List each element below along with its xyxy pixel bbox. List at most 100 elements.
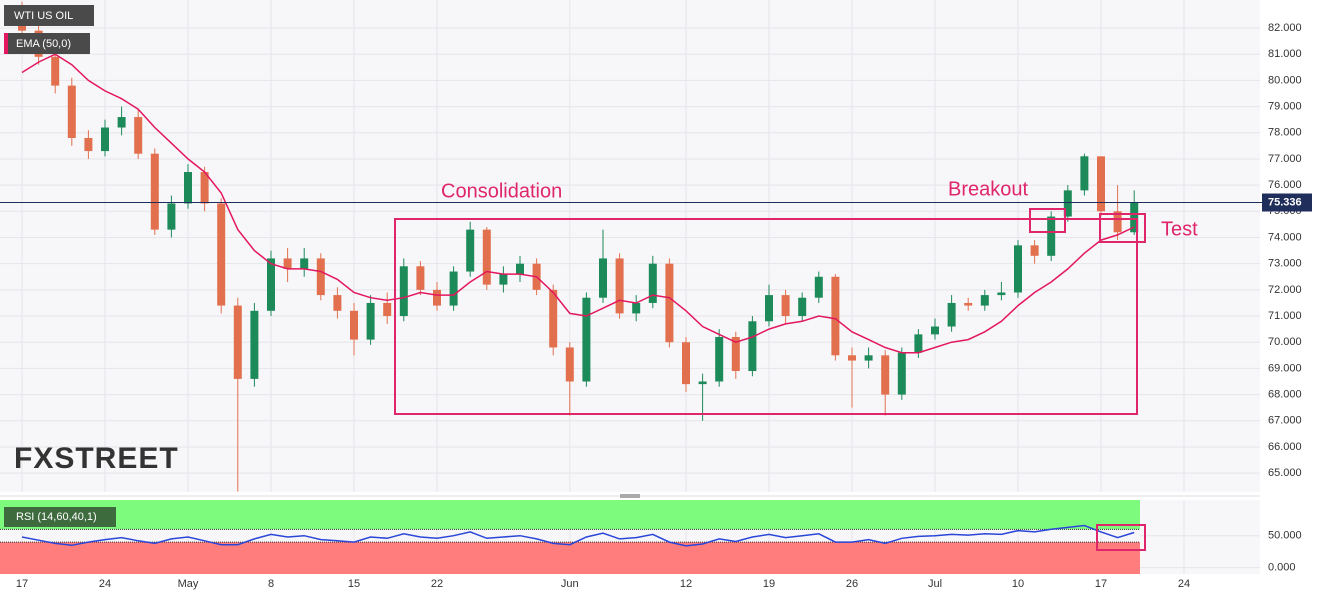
y-tick-label: 65.000 bbox=[1268, 467, 1302, 479]
candle-body bbox=[599, 258, 607, 298]
candle-body bbox=[416, 266, 425, 290]
y-tick-label: 68.000 bbox=[1268, 389, 1302, 401]
candle-body bbox=[466, 229, 475, 272]
candle-body bbox=[433, 289, 441, 306]
price-panel bbox=[0, 0, 1260, 492]
candle-body bbox=[864, 355, 873, 361]
y-tick-label: 50.000 bbox=[1268, 530, 1302, 542]
candle-body bbox=[781, 295, 790, 317]
x-tick-label: 12 bbox=[680, 578, 692, 590]
candle-body bbox=[267, 258, 275, 311]
candle-body bbox=[51, 56, 60, 86]
candle-body bbox=[482, 229, 491, 285]
x-tick-label: 26 bbox=[846, 578, 858, 590]
y-tick-label: 66.000 bbox=[1268, 441, 1302, 453]
candle-body bbox=[316, 258, 325, 296]
y-tick-label: 73.000 bbox=[1268, 258, 1302, 270]
candle-body bbox=[1030, 245, 1039, 256]
x-tick-label: 17 bbox=[16, 578, 28, 590]
candle-body bbox=[1063, 190, 1072, 217]
candle-body bbox=[200, 172, 209, 204]
candle-body bbox=[499, 274, 508, 285]
y-tick-label: 67.000 bbox=[1268, 415, 1302, 427]
candle-body bbox=[134, 117, 143, 154]
candle-body bbox=[698, 381, 707, 385]
x-tick-label: Jul bbox=[928, 578, 942, 590]
y-tick-label: 77.000 bbox=[1268, 153, 1302, 165]
candle-body bbox=[615, 258, 624, 314]
candle-body bbox=[1014, 245, 1022, 293]
last-price-tag bbox=[1262, 193, 1312, 212]
candle-body bbox=[283, 258, 292, 269]
candle-body bbox=[931, 326, 939, 335]
candle-body bbox=[947, 302, 956, 327]
test-box bbox=[1099, 213, 1146, 243]
symbol-badge bbox=[4, 5, 94, 26]
candle-body bbox=[914, 334, 923, 353]
candle-body bbox=[715, 336, 724, 382]
candle-body bbox=[814, 276, 823, 298]
ema-badge bbox=[4, 33, 90, 54]
legend-rsi: RSI (14,60,40,1) bbox=[16, 511, 97, 523]
candle-body bbox=[748, 321, 757, 372]
candle-body bbox=[964, 302, 973, 306]
x-tick-label: 15 bbox=[348, 578, 360, 590]
candle-body bbox=[350, 310, 358, 340]
candle-body bbox=[101, 127, 109, 152]
resize-handle[interactable] bbox=[620, 494, 640, 498]
consolidation-box bbox=[394, 218, 1138, 415]
y-tick-label: 80.000 bbox=[1268, 74, 1302, 86]
candle-body bbox=[383, 302, 392, 317]
rsi-line bbox=[21, 524, 1135, 547]
candle-body bbox=[565, 347, 574, 382]
annotation: Breakout bbox=[948, 178, 1028, 200]
annotation: Test bbox=[1161, 218, 1198, 240]
candle-body bbox=[897, 352, 906, 395]
candle-body bbox=[881, 355, 890, 395]
candle-body bbox=[1097, 156, 1105, 212]
y-tick-label: 81.000 bbox=[1268, 48, 1302, 60]
y-tick-label: 69.000 bbox=[1268, 362, 1302, 374]
overbought-zone bbox=[0, 500, 1140, 530]
candle-body bbox=[1047, 216, 1056, 256]
y-tick-label: 70.000 bbox=[1268, 336, 1302, 348]
rsi-box bbox=[1096, 524, 1146, 551]
candle-body bbox=[217, 203, 226, 306]
logo: FXSTREET bbox=[14, 442, 179, 475]
candle-body bbox=[997, 292, 1006, 296]
y-tick-label: 74.000 bbox=[1268, 231, 1302, 243]
candle-body bbox=[765, 295, 773, 322]
candle-body bbox=[648, 263, 657, 303]
candle-body bbox=[682, 342, 690, 385]
y-tick-label: 78.000 bbox=[1268, 127, 1302, 139]
candle-body bbox=[167, 203, 176, 230]
candle-body bbox=[333, 295, 342, 311]
last-price-label: 75.336 bbox=[1268, 196, 1302, 208]
candle-body bbox=[831, 276, 840, 356]
y-tick-label: 72.000 bbox=[1268, 284, 1302, 296]
candle-body bbox=[665, 263, 674, 343]
candle-body bbox=[399, 266, 408, 317]
candle-body bbox=[1113, 211, 1122, 233]
breakout-box bbox=[1029, 208, 1066, 233]
x-tick-label: 24 bbox=[99, 578, 111, 590]
x-tick-label: Jun bbox=[561, 578, 579, 590]
candle-body bbox=[449, 271, 458, 306]
y-tick-label: 76.000 bbox=[1268, 179, 1302, 191]
candle-body bbox=[250, 310, 259, 379]
candle-body bbox=[582, 297, 591, 382]
candle-body bbox=[67, 85, 76, 138]
x-tick-label: 22 bbox=[431, 578, 443, 590]
candle-body bbox=[1080, 156, 1089, 191]
candle-body bbox=[117, 117, 126, 128]
candle-body bbox=[1130, 202, 1139, 233]
candle-body bbox=[150, 153, 159, 230]
candle-body bbox=[84, 137, 93, 152]
candle-body bbox=[549, 289, 558, 348]
y-tick-label: 0.000 bbox=[1268, 562, 1296, 574]
candle-body bbox=[798, 297, 807, 317]
candle-body bbox=[632, 302, 641, 314]
candle-body bbox=[233, 305, 242, 379]
y-tick-label: 82.000 bbox=[1268, 22, 1302, 34]
